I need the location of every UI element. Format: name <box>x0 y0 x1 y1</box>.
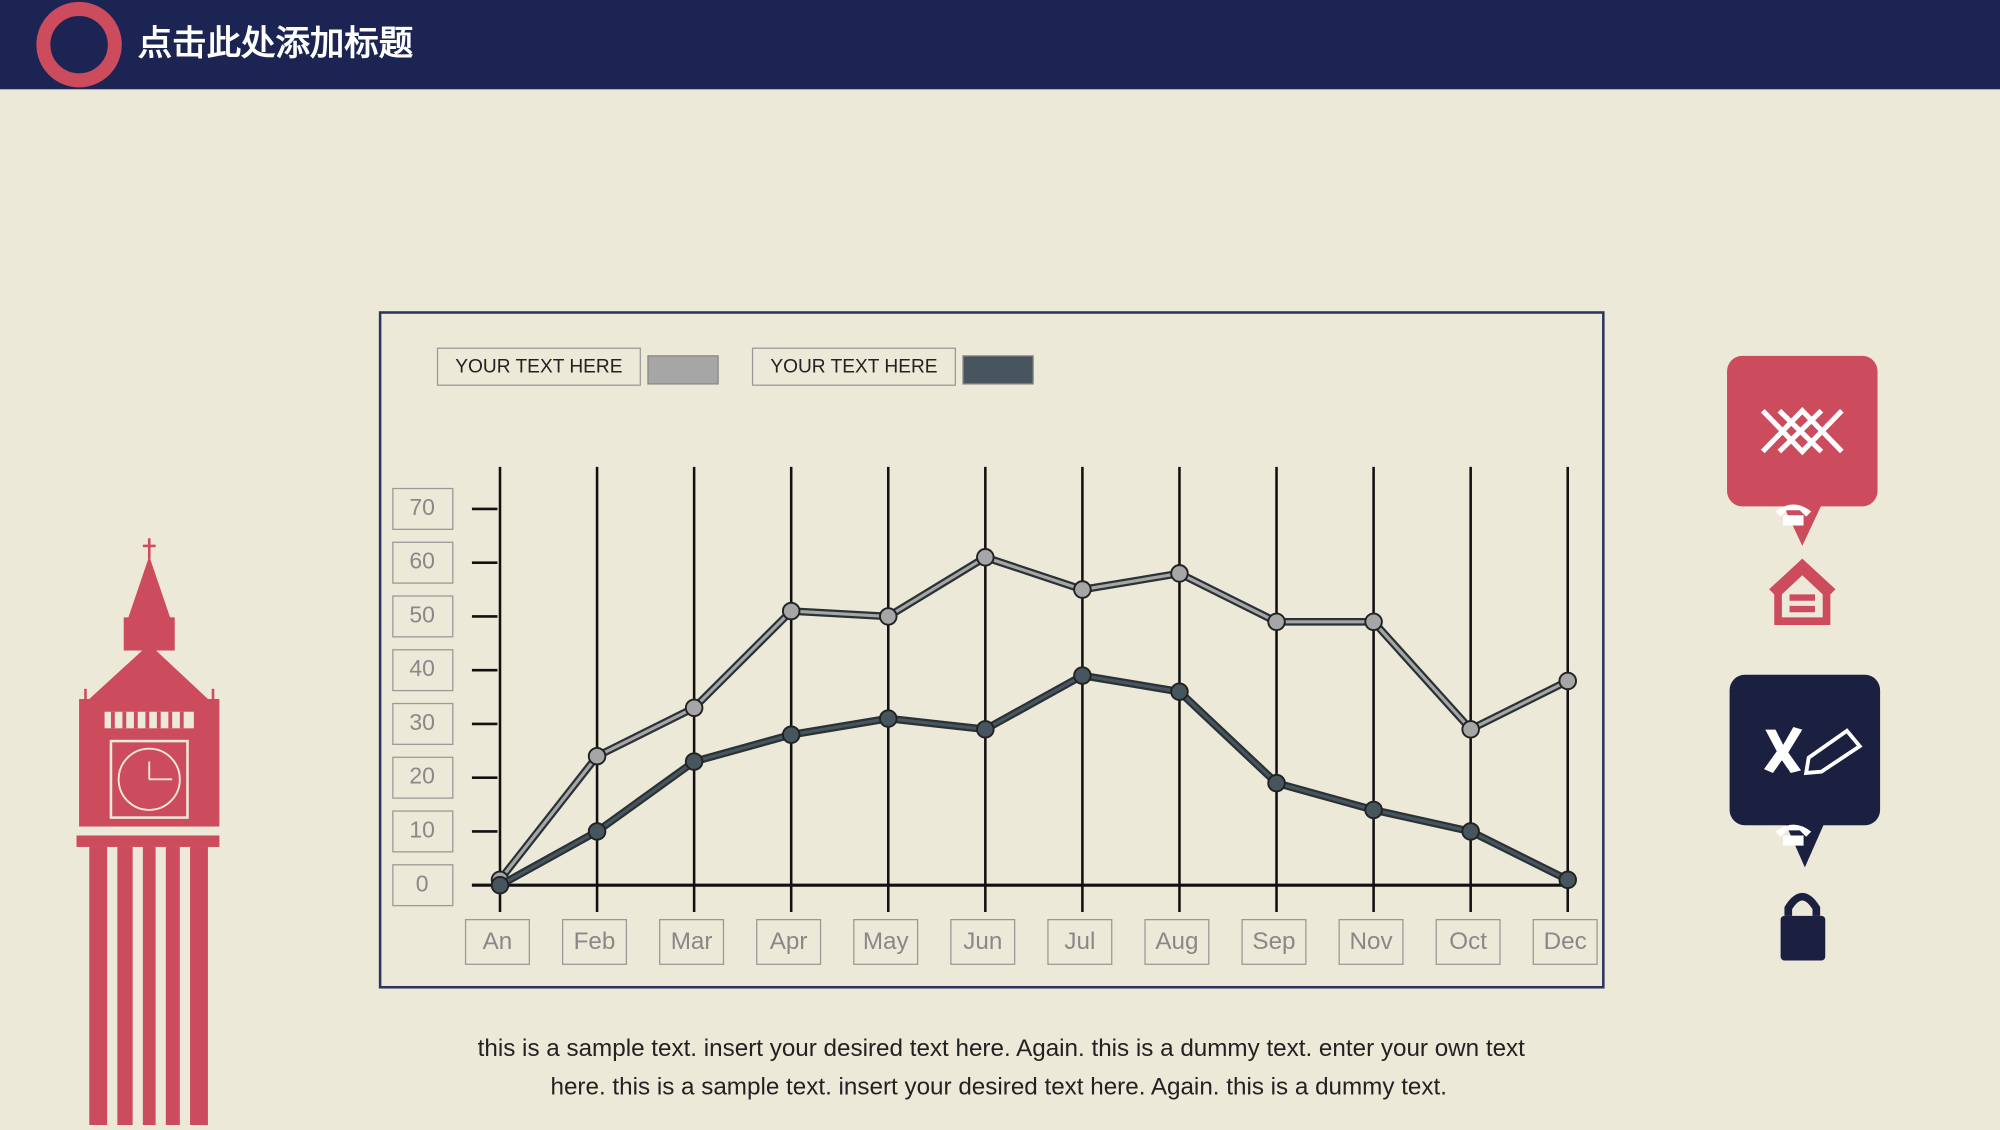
y-tick-label: 0 <box>416 870 429 896</box>
data-point <box>1461 720 1480 739</box>
x-tick-box <box>1532 919 1598 965</box>
body-text: here. this is a sample text. insert your… <box>550 1073 1447 1100</box>
data-point <box>587 822 607 841</box>
data-point <box>976 548 995 567</box>
data-point <box>879 607 898 626</box>
x-tick-label: Sep <box>1252 928 1295 955</box>
data-point <box>684 698 704 718</box>
data-point <box>1364 612 1383 632</box>
x-tick-label: Dec <box>1544 928 1587 955</box>
x-tick-box <box>464 919 530 965</box>
x-tick-box <box>853 919 919 965</box>
data-point <box>781 725 801 744</box>
data-point <box>1073 580 1092 599</box>
data-point <box>1073 666 1092 685</box>
data-point <box>976 720 995 739</box>
data-point <box>1461 822 1480 841</box>
x-tick-box <box>1241 919 1307 965</box>
data-point <box>684 752 704 771</box>
data-point <box>781 601 801 621</box>
data-point <box>1170 564 1189 583</box>
x-tick-label: Jun <box>963 928 1002 955</box>
y-tick-box <box>392 649 454 692</box>
legend-box <box>751 347 956 386</box>
data-point <box>879 709 898 728</box>
y-tick-box <box>392 864 454 907</box>
data-point <box>1558 870 1577 890</box>
data-point <box>1364 800 1383 820</box>
data-point <box>1267 773 1286 793</box>
y-tick-label: 20 <box>409 763 435 789</box>
series-line-inner <box>498 555 1569 881</box>
header-bar <box>0 0 2000 90</box>
y-tick-label: 60 <box>409 548 435 574</box>
y-tick-label: 40 <box>409 655 435 681</box>
x-tick-box <box>561 919 628 965</box>
x-tick-label: Aug <box>1155 928 1198 955</box>
x-tick-label: Apr <box>770 928 808 955</box>
chart-frame <box>378 311 1605 989</box>
x-tick-box <box>950 919 1016 965</box>
x-tick-box <box>659 919 725 965</box>
header-title: 点击此处添加标题 <box>138 25 414 63</box>
chart: 0 10 20 30 40 50 60 70 An Feb Mar Apr May Jun Jul Aug Se… <box>392 347 1598 965</box>
legend-swatch <box>962 355 1034 385</box>
x-tick-label: Jul <box>1064 928 1095 955</box>
data-point <box>1267 612 1286 632</box>
x-tick-box <box>1144 919 1210 965</box>
x-tick-box <box>756 919 822 965</box>
data-point <box>1170 682 1189 701</box>
legend-box <box>436 347 641 386</box>
y-tick-box <box>392 702 454 745</box>
header-ring <box>36 1 122 88</box>
y-tick-label: 30 <box>409 709 435 735</box>
series-line-inner <box>499 673 1569 887</box>
x-tick-label: Nov <box>1350 928 1394 955</box>
x-tick-label: Oct <box>1449 928 1487 955</box>
data-point <box>490 875 510 895</box>
y-tick-box <box>392 595 454 638</box>
y-tick-label: 50 <box>409 601 435 627</box>
big-ben-icon <box>76 538 220 1125</box>
x-tick-label: Mar <box>671 928 713 955</box>
y-tick-label: 70 <box>409 494 435 520</box>
data-point <box>587 746 607 766</box>
x-tick-label: May <box>863 928 910 955</box>
x-tick-box <box>1338 919 1404 965</box>
legend-label: YOUR TEXT HERE <box>770 356 937 377</box>
x-tick-box <box>1435 919 1501 965</box>
legend-label: YOUR TEXT HERE <box>455 356 622 377</box>
x-tick-box <box>1047 919 1113 965</box>
y-tick-box <box>392 487 454 530</box>
y-tick-box <box>392 541 454 584</box>
y-tick-label: 10 <box>409 817 435 843</box>
x-tick-label: An <box>483 928 513 955</box>
data-point <box>1558 671 1577 691</box>
legend-swatch <box>647 355 719 385</box>
x-tick-label: Feb <box>574 928 616 955</box>
contact-icons <box>1727 355 1881 961</box>
body-text: this is a sample text. insert your desir… <box>478 1035 1526 1062</box>
y-tick-box <box>392 756 454 799</box>
y-tick-box <box>392 810 454 853</box>
